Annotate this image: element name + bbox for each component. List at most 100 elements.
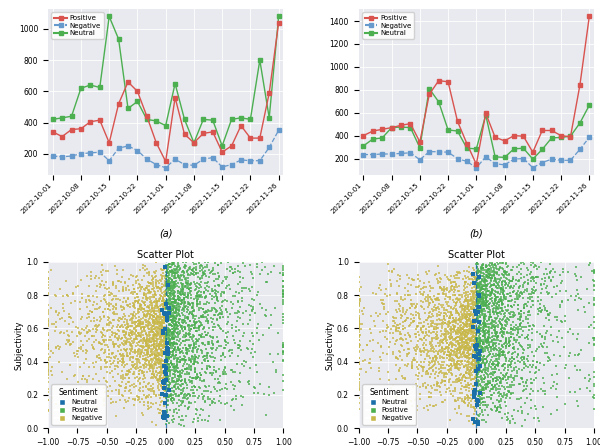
- Point: [162, 281, 172, 288]
- Point: [487, 391, 497, 398]
- Point: [467, 355, 477, 362]
- Point: [535, 359, 545, 366]
- Point: [526, 380, 536, 387]
- Point: [209, 287, 218, 294]
- Point: [465, 310, 475, 318]
- Point: [532, 266, 542, 273]
- Point: [538, 286, 547, 293]
- Point: [433, 295, 442, 302]
- Point: [176, 391, 186, 398]
- Point: [505, 293, 515, 300]
- Point: [170, 279, 179, 286]
- Point: [572, 335, 581, 343]
- Point: [215, 387, 224, 394]
- Point: [131, 274, 141, 281]
- Point: [152, 299, 161, 306]
- Point: [68, 290, 78, 297]
- Point: [229, 269, 238, 277]
- Point: [475, 325, 485, 332]
- Point: [519, 280, 529, 287]
- Point: [136, 375, 145, 382]
- Point: [470, 315, 479, 322]
- Point: [447, 354, 457, 361]
- Point: [481, 301, 490, 308]
- Point: [453, 331, 463, 338]
- Point: [491, 270, 500, 277]
- Point: [481, 277, 490, 284]
- Point: [99, 292, 109, 299]
- Point: [233, 313, 242, 320]
- Point: [433, 354, 442, 361]
- Point: [161, 304, 171, 311]
- Point: [206, 334, 215, 341]
- Point: [158, 385, 168, 392]
- Point: [164, 281, 174, 288]
- Point: [589, 335, 599, 342]
- Point: [466, 322, 475, 330]
- Point: [507, 355, 517, 362]
- Point: [181, 342, 190, 349]
- Point: [151, 324, 160, 331]
- Point: [128, 359, 138, 366]
- Point: [394, 368, 403, 375]
- Point: [214, 342, 224, 349]
- Point: [124, 374, 133, 381]
- Point: [181, 337, 190, 344]
- Point: [589, 296, 599, 303]
- Point: [170, 341, 180, 348]
- Point: [466, 311, 476, 318]
- Point: [146, 387, 155, 394]
- Point: [89, 344, 98, 351]
- Point: [145, 310, 155, 317]
- Point: [445, 342, 454, 349]
- Point: [476, 301, 486, 308]
- Point: [118, 321, 127, 328]
- Point: [510, 311, 520, 318]
- Point: [480, 367, 490, 374]
- Point: [447, 283, 457, 290]
- Point: [159, 316, 169, 323]
- Point: [128, 310, 138, 318]
- Point: [479, 387, 489, 394]
- Point: [507, 266, 517, 273]
- Point: [145, 391, 154, 398]
- Point: [231, 396, 241, 403]
- Point: [473, 343, 483, 351]
- Point: [136, 303, 145, 310]
- Point: [507, 413, 517, 420]
- Point: [143, 303, 152, 310]
- Point: [488, 286, 498, 293]
- Point: [472, 293, 481, 300]
- Point: [164, 310, 173, 317]
- Point: [78, 372, 88, 380]
- Point: [440, 397, 450, 404]
- Point: [536, 309, 545, 316]
- Point: [167, 312, 176, 319]
- Point: [130, 285, 139, 292]
- Point: [157, 343, 167, 350]
- Point: [479, 267, 489, 274]
- Point: [479, 398, 488, 405]
- Point: [491, 309, 500, 316]
- Point: [455, 326, 465, 333]
- Point: [464, 316, 474, 323]
- Point: [112, 323, 121, 330]
- Point: [43, 306, 53, 313]
- Point: [438, 365, 448, 372]
- Point: [136, 324, 146, 331]
- Point: [191, 270, 200, 277]
- Point: [501, 357, 511, 364]
- Point: [518, 281, 527, 289]
- Point: [99, 349, 109, 356]
- Point: [84, 326, 94, 333]
- Point: [167, 394, 177, 401]
- Point: [124, 287, 134, 294]
- Point: [81, 324, 91, 331]
- Point: [169, 339, 179, 346]
- Point: [479, 324, 488, 331]
- Point: [185, 327, 195, 334]
- Point: [482, 277, 492, 284]
- Point: [146, 280, 155, 287]
- Point: [442, 326, 451, 333]
- Point: [457, 331, 466, 338]
